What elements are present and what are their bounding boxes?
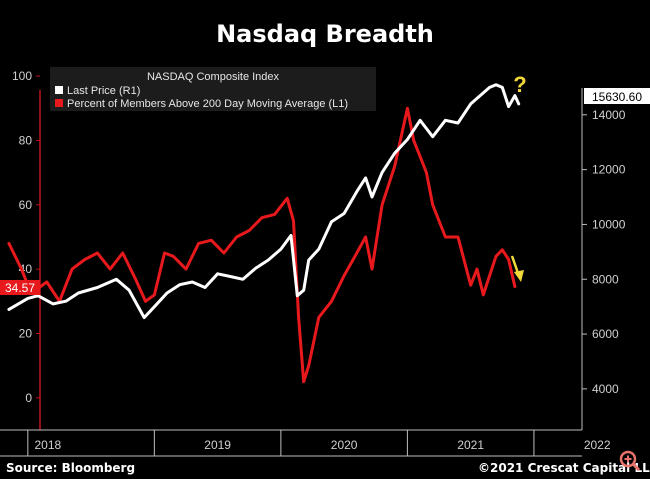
right-axis-ticks: 14000 12000 10000 8000 6000 4000 xyxy=(582,108,626,396)
left-tick-label: 60 xyxy=(19,198,33,212)
x-axis-ticks: 2018 2019 2020 2021 2022 xyxy=(27,430,611,456)
left-tick-label: 100 xyxy=(12,69,32,83)
legend: NASDAQ Composite Index Last Price (R1) P… xyxy=(50,67,376,111)
x-tick-label: 2020 xyxy=(331,438,358,452)
series-line-price xyxy=(7,83,521,320)
chart-title: Nasdaq Breadth xyxy=(216,20,434,48)
legend-entry-breadth: Percent of Members Above 200 Day Moving … xyxy=(67,98,348,110)
last-value-right: 15630.60 xyxy=(584,88,650,104)
last-value-left-label: 34.57 xyxy=(5,281,35,295)
left-tick-label: 0 xyxy=(25,391,32,405)
x-tick-label: 2019 xyxy=(204,438,231,452)
question-annotation: ? xyxy=(513,72,526,97)
x-tick-label: 2021 xyxy=(457,438,484,452)
credit-label: ©2021 Crescat Capital LLC xyxy=(478,461,650,475)
last-value-right-box xyxy=(584,88,650,104)
last-value-right-label: 15630.60 xyxy=(592,90,642,104)
series-layer xyxy=(7,83,521,384)
right-tick-label: 6000 xyxy=(592,327,619,341)
right-tick-label: 14000 xyxy=(592,108,626,122)
legend-entry-price: Last Price (R1) xyxy=(67,85,140,97)
series-line-breadth xyxy=(7,106,517,384)
legend-swatch-breadth xyxy=(55,99,63,107)
down-arrow-icon xyxy=(510,255,524,282)
source-label: Source: Bloomberg xyxy=(6,461,135,475)
left-tick-label: 20 xyxy=(19,326,33,340)
right-tick-label: 12000 xyxy=(592,163,626,177)
legend-title: NASDAQ Composite Index xyxy=(147,71,280,83)
last-value-left: 34.57 xyxy=(0,280,40,295)
x-tick-label: 2022 xyxy=(584,438,611,452)
zoom-in-icon[interactable] xyxy=(618,449,642,473)
last-value-left-box xyxy=(0,280,40,295)
right-tick-label: 8000 xyxy=(592,272,619,286)
legend-swatch-price xyxy=(55,86,63,94)
left-tick-label: 80 xyxy=(19,133,33,147)
x-tick-label: 2018 xyxy=(34,438,61,452)
right-tick-label: 10000 xyxy=(592,217,626,231)
right-tick-label: 4000 xyxy=(592,382,619,396)
legend-box xyxy=(50,67,376,111)
